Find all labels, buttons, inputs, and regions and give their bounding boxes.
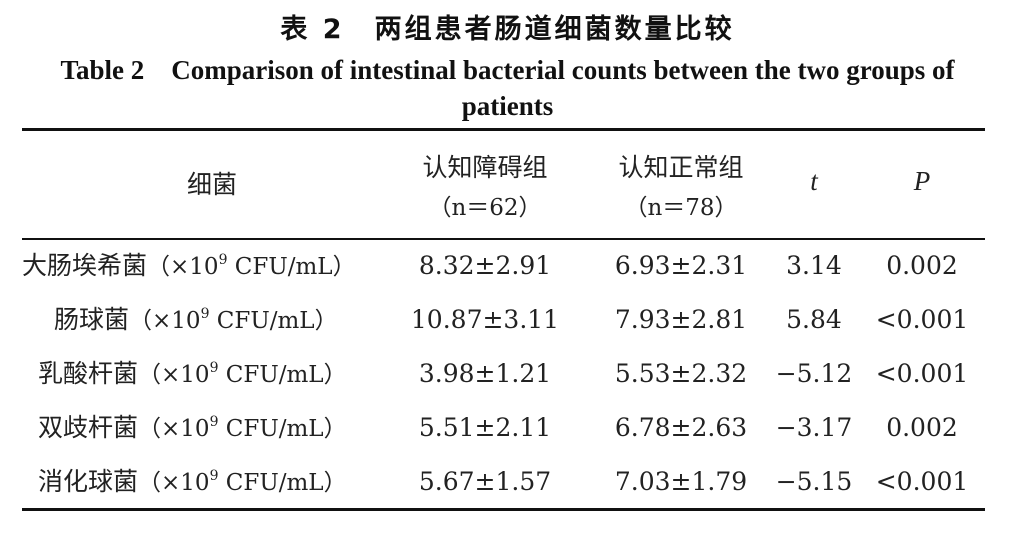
row-group1-value: 8.32±2.91 — [418, 251, 552, 280]
row-bacteria-name: 消化球菌（×109 CFU/mL） — [38, 465, 418, 500]
row-t-value: −5.12 — [775, 359, 853, 388]
row-bacteria-name: 乳酸杆菌（×109 CFU/mL） — [38, 357, 418, 392]
unit-suffix: CFU/mL） — [218, 416, 347, 442]
header-group1-name: 认知障碍组 — [422, 153, 548, 182]
bacteria-name: 消化球菌 — [38, 467, 139, 496]
unit-suffix: CFU/mL） — [218, 470, 347, 496]
unit-exponent: 9 — [209, 360, 219, 376]
row-group1-value: 5.67±1.57 — [418, 467, 552, 496]
row-group2-value: 6.93±2.31 — [614, 251, 748, 280]
header-group1-n: （n＝62） — [428, 195, 542, 221]
bacteria-name: 大肠埃希菌 — [22, 251, 148, 280]
table-title-en: Table 2 Comparison of intestinal bacteri… — [60, 55, 955, 121]
unit-label: （×109 CFU/mL） — [138, 414, 347, 442]
unit-prefix: （×10 — [147, 254, 219, 280]
row-p-value: 0.002 — [886, 413, 958, 442]
bacteria-name: 乳酸杆菌 — [38, 359, 139, 388]
top-rule — [22, 128, 985, 131]
unit-label: （×109 CFU/mL） — [147, 252, 356, 280]
row-group2-value: 5.53±2.32 — [614, 359, 748, 388]
table-title-cn: 表 2 两组患者肠道细菌数量比较 — [280, 14, 735, 45]
row-group1-value: 3.98±1.21 — [418, 359, 552, 388]
unit-exponent: 9 — [218, 252, 228, 268]
bacteria-name: 双歧杆菌 — [38, 413, 139, 442]
row-group1-value: 5.51±2.11 — [418, 413, 552, 442]
unit-prefix: （×10 — [129, 308, 201, 334]
row-group1-value: 10.87±3.11 — [410, 305, 560, 334]
row-p-value: 0.002 — [886, 251, 958, 280]
row-group2-value: 7.93±2.81 — [614, 305, 748, 334]
row-t-value: 3.14 — [786, 251, 842, 280]
row-p-value: <0.001 — [875, 359, 969, 388]
unit-suffix: CFU/mL） — [218, 362, 347, 388]
row-bacteria-name: 大肠埃希菌（×109 CFU/mL） — [22, 249, 402, 284]
header-bacteria: 细菌 — [186, 170, 237, 199]
row-bacteria-name: 双歧杆菌（×109 CFU/mL） — [38, 411, 418, 446]
header-group2: 认知正常组 （n＝78） — [596, 148, 766, 222]
unit-suffix: CFU/mL） — [227, 254, 356, 280]
header-group1: 认知障碍组 （n＝62） — [400, 148, 570, 222]
row-t-value: −3.17 — [775, 413, 853, 442]
unit-label: （×109 CFU/mL） — [129, 306, 338, 334]
header-t: t — [810, 166, 818, 196]
header-rule — [22, 238, 985, 240]
header-p: P — [913, 166, 931, 196]
unit-prefix: （×10 — [138, 470, 210, 496]
row-t-value: −5.15 — [775, 467, 853, 496]
unit-suffix: CFU/mL） — [209, 308, 338, 334]
row-p-value: <0.001 — [875, 305, 969, 334]
unit-prefix: （×10 — [138, 362, 210, 388]
row-group2-value: 6.78±2.63 — [614, 413, 748, 442]
unit-label: （×109 CFU/mL） — [138, 468, 347, 496]
header-group2-n: （n＝78） — [624, 195, 738, 221]
unit-label: （×109 CFU/mL） — [138, 360, 347, 388]
row-bacteria-name: 肠球菌（×109 CFU/mL） — [54, 303, 434, 338]
row-p-value: <0.001 — [875, 467, 969, 496]
bacteria-name: 肠球菌 — [54, 305, 130, 334]
unit-exponent: 9 — [209, 468, 219, 484]
unit-exponent: 9 — [209, 414, 219, 430]
unit-exponent: 9 — [200, 306, 210, 322]
bottom-rule — [22, 508, 985, 511]
row-t-value: 5.84 — [786, 305, 842, 334]
row-group2-value: 7.03±1.79 — [614, 467, 748, 496]
unit-prefix: （×10 — [138, 416, 210, 442]
header-group2-name: 认知正常组 — [618, 153, 744, 182]
